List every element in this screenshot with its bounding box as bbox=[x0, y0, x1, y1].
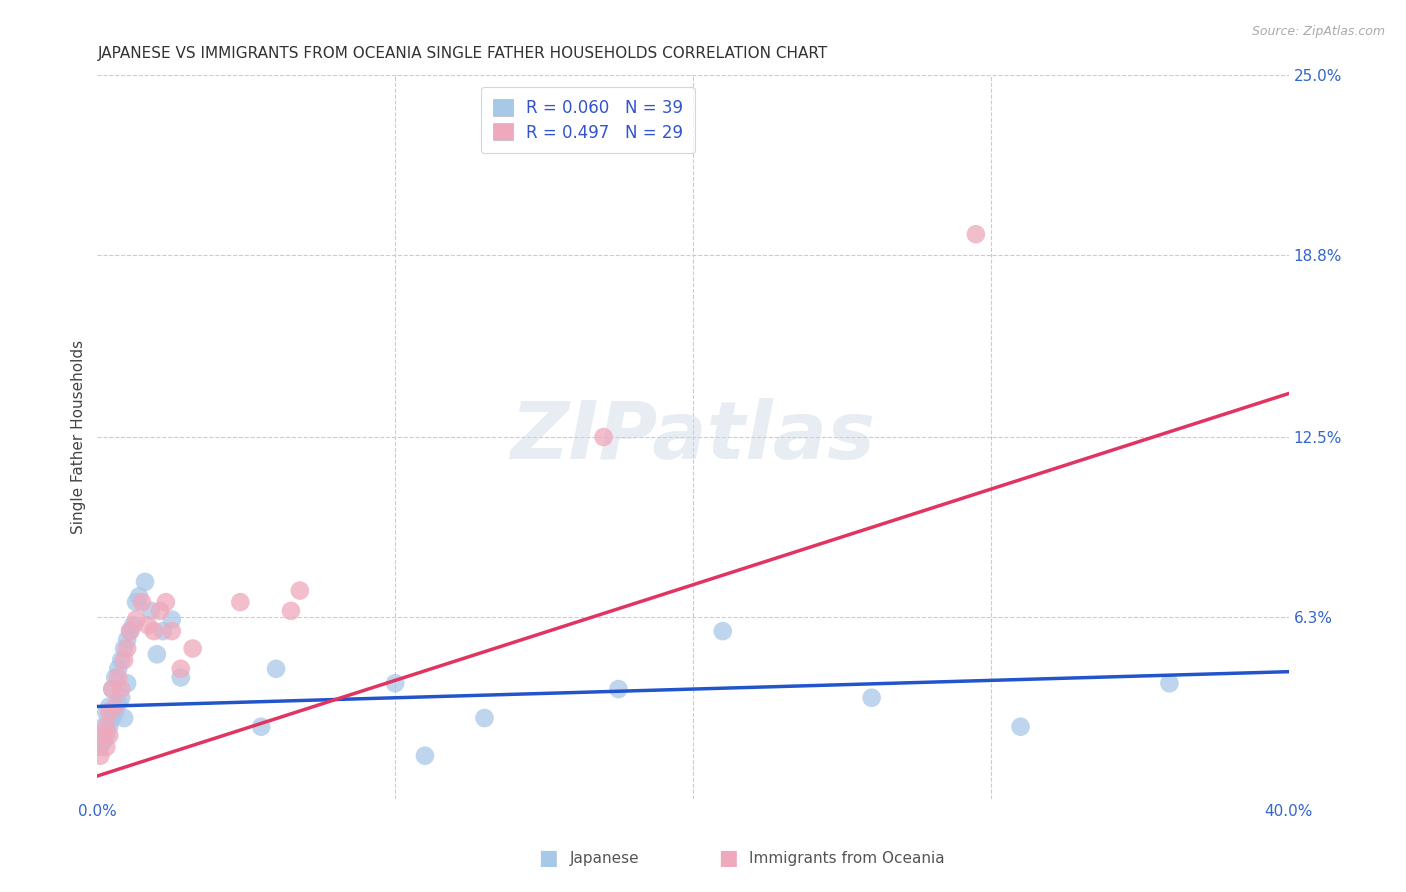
Point bbox=[136, 618, 159, 632]
Point bbox=[152, 624, 174, 639]
Point bbox=[160, 613, 183, 627]
Point bbox=[1159, 676, 1181, 690]
Point bbox=[115, 632, 138, 647]
Text: ZIPatlas: ZIPatlas bbox=[510, 398, 876, 476]
Text: ■: ■ bbox=[538, 848, 558, 868]
Point bbox=[101, 681, 124, 696]
Point bbox=[146, 648, 169, 662]
Point bbox=[96, 739, 118, 754]
Point bbox=[413, 748, 436, 763]
Y-axis label: Single Father Households: Single Father Households bbox=[72, 340, 86, 534]
Point bbox=[170, 662, 193, 676]
Point bbox=[115, 676, 138, 690]
Point bbox=[98, 699, 121, 714]
Point bbox=[280, 604, 302, 618]
Point bbox=[229, 595, 252, 609]
Point bbox=[288, 583, 311, 598]
Point bbox=[134, 574, 156, 589]
Point bbox=[607, 681, 630, 696]
Point bbox=[115, 641, 138, 656]
Point bbox=[120, 624, 142, 639]
Point bbox=[264, 662, 287, 676]
Point bbox=[139, 604, 162, 618]
Point bbox=[91, 734, 114, 748]
Point bbox=[110, 690, 132, 705]
Point bbox=[104, 705, 127, 719]
Point bbox=[1010, 720, 1032, 734]
Point bbox=[125, 595, 148, 609]
Point bbox=[112, 641, 135, 656]
Point bbox=[107, 671, 129, 685]
Point bbox=[149, 604, 172, 618]
Point bbox=[107, 662, 129, 676]
Point bbox=[170, 671, 193, 685]
Point bbox=[120, 624, 142, 639]
Text: Source: ZipAtlas.com: Source: ZipAtlas.com bbox=[1251, 25, 1385, 38]
Text: ■: ■ bbox=[718, 848, 738, 868]
Point bbox=[110, 653, 132, 667]
Point bbox=[474, 711, 496, 725]
Point bbox=[122, 618, 145, 632]
Point bbox=[107, 697, 129, 711]
Point bbox=[91, 728, 114, 742]
Point bbox=[89, 748, 111, 763]
Point bbox=[98, 720, 121, 734]
Point bbox=[101, 711, 124, 725]
Point bbox=[181, 641, 204, 656]
Point bbox=[250, 720, 273, 734]
Point bbox=[592, 430, 614, 444]
Point bbox=[89, 739, 111, 754]
Point bbox=[98, 728, 121, 742]
Point bbox=[112, 711, 135, 725]
Point bbox=[101, 681, 124, 696]
Text: Japanese: Japanese bbox=[569, 851, 640, 865]
Point bbox=[104, 671, 127, 685]
Point bbox=[125, 613, 148, 627]
Point bbox=[98, 705, 121, 719]
Point bbox=[131, 595, 153, 609]
Point bbox=[128, 590, 150, 604]
Point bbox=[155, 595, 177, 609]
Legend: R = 0.060   N = 39, R = 0.497   N = 29: R = 0.060 N = 39, R = 0.497 N = 29 bbox=[481, 87, 695, 153]
Text: JAPANESE VS IMMIGRANTS FROM OCEANIA SINGLE FATHER HOUSEHOLDS CORRELATION CHART: JAPANESE VS IMMIGRANTS FROM OCEANIA SING… bbox=[97, 46, 828, 62]
Point bbox=[96, 705, 118, 719]
Point bbox=[142, 624, 165, 639]
Point bbox=[965, 227, 987, 242]
Point bbox=[96, 720, 118, 734]
Point bbox=[110, 681, 132, 696]
Point bbox=[112, 653, 135, 667]
Point bbox=[860, 690, 883, 705]
Point bbox=[711, 624, 734, 639]
Point bbox=[384, 676, 406, 690]
Point bbox=[96, 728, 118, 742]
Text: Immigrants from Oceania: Immigrants from Oceania bbox=[749, 851, 945, 865]
Point bbox=[160, 624, 183, 639]
Point bbox=[91, 720, 114, 734]
Point bbox=[104, 699, 127, 714]
